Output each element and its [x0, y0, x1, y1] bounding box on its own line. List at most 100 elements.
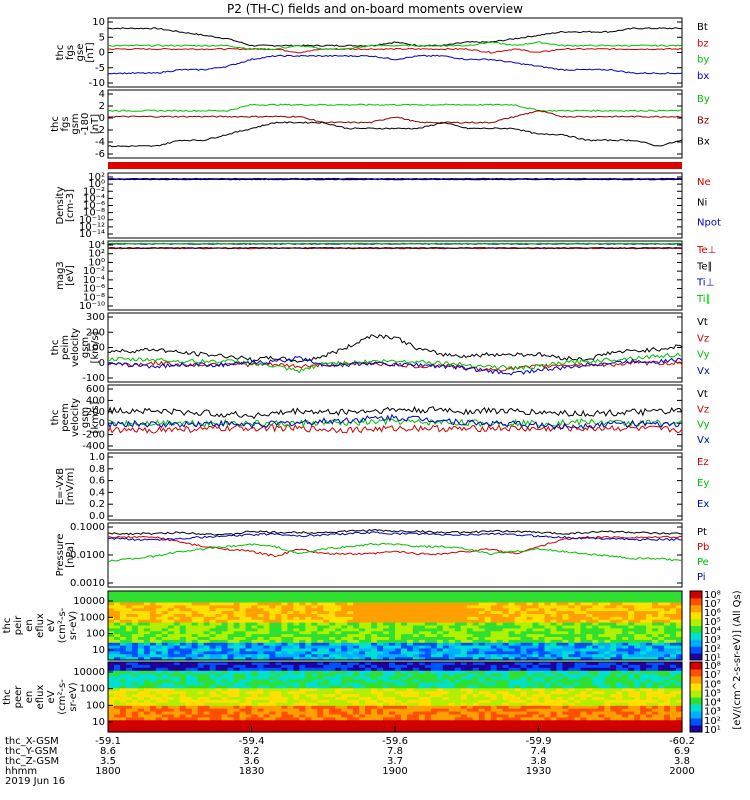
spec-cell	[568, 605, 575, 609]
spec-cell	[233, 596, 241, 601]
spec-cell	[377, 639, 384, 644]
spec-cell	[389, 596, 396, 601]
spec-cell	[508, 642, 516, 647]
spec-cell	[508, 679, 516, 683]
spec-cell	[191, 593, 199, 598]
spec-cell	[203, 614, 211, 618]
spec-cell	[401, 637, 408, 641]
spec-cell	[353, 651, 360, 655]
spec-cell	[418, 726, 426, 730]
spec-cell	[508, 699, 516, 704]
spec-cell	[442, 608, 450, 612]
spec-cell	[460, 614, 468, 618]
spec-cell	[347, 667, 354, 672]
spec-cell	[371, 602, 378, 606]
spec-cell	[167, 628, 175, 632]
spec-cell	[454, 634, 462, 638]
spec-cell	[263, 614, 271, 618]
spec-cell	[532, 616, 540, 621]
spec-cell	[436, 664, 444, 669]
spec-cell	[407, 723, 414, 727]
spec-cell	[161, 697, 169, 701]
spec-cell	[299, 619, 306, 624]
spec-cell	[430, 688, 438, 692]
spec-cell	[131, 593, 139, 598]
spec-cell	[412, 608, 420, 612]
spec-cell	[317, 688, 324, 692]
spec-cell	[359, 670, 366, 675]
series-line-Te∥	[107, 247, 683, 249]
spec-cell	[436, 726, 444, 730]
spec-cell	[401, 691, 408, 695]
spec-cell	[466, 599, 474, 604]
spec-cell	[215, 667, 223, 672]
spec-cell	[580, 593, 587, 598]
spec-cell	[257, 720, 265, 724]
spec-cell	[257, 726, 265, 730]
spec-cell	[287, 720, 294, 724]
spec-cell	[191, 691, 199, 695]
spec-cell	[598, 702, 605, 707]
spec-cell	[149, 639, 157, 644]
spec-cell	[574, 705, 581, 710]
spec-cell	[407, 702, 414, 707]
spec-cell	[215, 717, 223, 721]
spec-cell	[430, 654, 438, 658]
spec-cell	[299, 602, 306, 606]
spec-cell	[634, 679, 641, 683]
spec-cell	[586, 682, 593, 686]
spec-cell	[412, 697, 420, 701]
spec-cell	[383, 648, 390, 652]
spec-cell	[634, 628, 641, 632]
spec-cell	[514, 631, 522, 635]
spec-cell	[137, 697, 145, 701]
spec-cell	[532, 664, 540, 669]
spec-cell	[484, 651, 492, 655]
spec-cell	[520, 711, 528, 716]
spec-cell	[676, 697, 683, 701]
spec-cell	[167, 717, 175, 721]
spec-cell	[143, 625, 151, 629]
spec-cell	[209, 682, 217, 686]
axis-title: [km/s]	[90, 331, 101, 363]
spec-cell	[203, 708, 211, 713]
spec-cell	[149, 729, 157, 733]
spec-cell	[460, 645, 468, 650]
spec-cell	[245, 619, 253, 624]
spec-cell	[263, 711, 271, 716]
spec-cell	[544, 631, 552, 635]
spec-cell	[257, 628, 265, 632]
spec-cell	[131, 619, 139, 624]
spec-cell	[203, 591, 211, 595]
spec-cell	[526, 720, 534, 724]
spec-cell	[412, 662, 420, 666]
spec-cell	[526, 639, 534, 644]
spec-cell	[640, 670, 647, 675]
spec-cell	[299, 593, 306, 598]
spec-cell	[239, 614, 247, 618]
spec-cell	[215, 662, 223, 666]
colorbar-swatch	[690, 676, 702, 684]
series-line-Bt	[107, 27, 682, 47]
spec-cell	[299, 711, 306, 716]
spec-cell	[484, 648, 492, 652]
spec-cell	[269, 711, 276, 716]
spec-cell	[484, 608, 492, 612]
spec-cell	[556, 657, 563, 661]
spec-cell	[185, 654, 193, 658]
spec-cell	[377, 694, 384, 698]
spec-cell	[407, 637, 414, 641]
spec-cell	[317, 625, 324, 629]
spec-cell	[377, 726, 384, 730]
spec-cell	[389, 729, 396, 733]
spec-cell	[460, 593, 468, 598]
spec-cell	[197, 622, 205, 627]
spec-cell	[514, 699, 522, 704]
spec-cell	[676, 657, 683, 661]
spec-cell	[418, 676, 426, 681]
spec-cell	[610, 691, 617, 695]
spec-cell	[532, 657, 540, 661]
colorbar-swatch	[690, 618, 702, 626]
spec-cell	[412, 694, 420, 698]
spec-cell	[514, 702, 522, 707]
